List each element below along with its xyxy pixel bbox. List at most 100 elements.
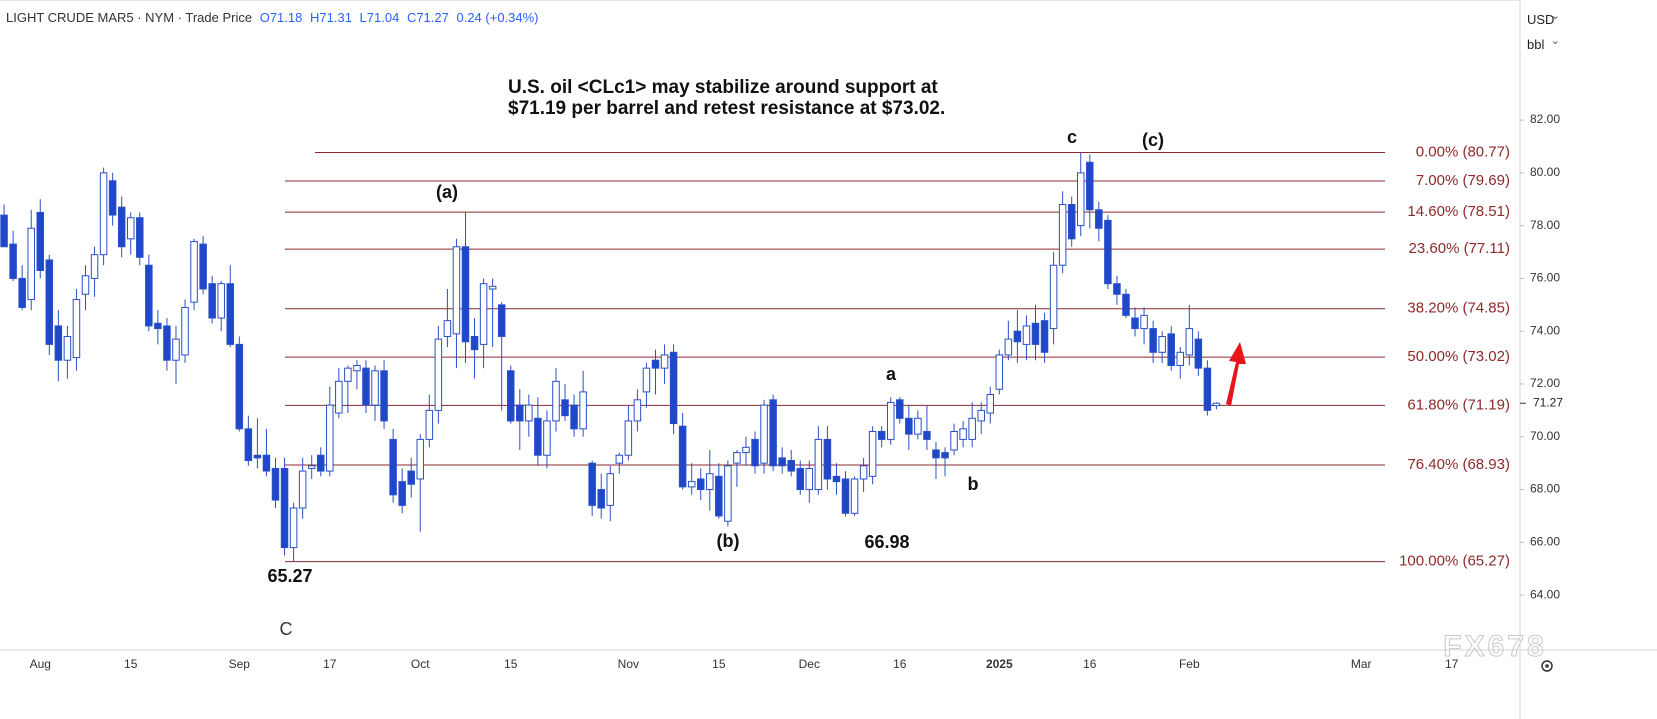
annotation: 65.27 [267, 566, 312, 586]
candle-body [253, 454, 262, 459]
candle-body [923, 430, 931, 440]
candle-body [226, 283, 235, 345]
unit-select[interactable]: bbl [1522, 30, 1566, 56]
annotation: (a) [436, 182, 458, 202]
candle-body [362, 367, 370, 406]
candle-body [425, 409, 434, 440]
candle-body [868, 430, 877, 477]
y-tick-label: 80.00 [1530, 165, 1560, 179]
candle-body [99, 172, 108, 256]
candle-body [407, 470, 415, 485]
candle-body [805, 467, 814, 491]
candle-body [769, 399, 777, 467]
high-legend: H71.31 [310, 10, 352, 25]
candle-body [271, 467, 280, 501]
candle-body [543, 420, 551, 456]
candle-body [316, 454, 325, 472]
candle-body [398, 481, 406, 506]
candle-body [145, 264, 153, 327]
candle-body [724, 465, 732, 522]
candle-body [742, 446, 750, 454]
candle-body [461, 246, 470, 343]
fib-label: 0.00% (80.77) [1416, 144, 1510, 161]
y-tick-label: 70.00 [1530, 429, 1560, 443]
annotation: c [1067, 127, 1077, 147]
candle-body [63, 335, 72, 361]
candle-body [1158, 335, 1166, 353]
candle-body [335, 380, 343, 414]
fib-label: 38.20% (74.85) [1407, 300, 1510, 317]
x-tick-label: Oct [411, 657, 430, 671]
y-tick-label: 66.00 [1530, 534, 1560, 548]
candle-body [235, 343, 244, 430]
candle-body [497, 304, 506, 337]
candle-body [1067, 204, 1076, 240]
annotation: (c) [1142, 130, 1164, 150]
x-tick-label: 15 [504, 657, 518, 671]
candle-body [1004, 338, 1013, 356]
candle-body [181, 306, 189, 356]
candle-body [126, 217, 135, 240]
y-tick-label: 76.00 [1530, 271, 1560, 285]
fib-label: 14.60% (78.51) [1407, 203, 1510, 220]
candle-body [506, 370, 515, 422]
candle-body [1022, 325, 1031, 345]
x-tick-label: Aug [30, 657, 51, 671]
candle-body [36, 211, 45, 272]
candle-body [615, 454, 624, 464]
candle-body [914, 417, 922, 435]
candle-body [371, 370, 379, 406]
candle-body [859, 465, 868, 480]
candle-body [651, 359, 660, 369]
candle-body [353, 365, 361, 372]
gear[interactable] [1541, 660, 1553, 672]
open-legend: O71.18 [259, 10, 303, 25]
candle-body [1176, 351, 1185, 367]
candle-body [154, 322, 162, 330]
candle-body [190, 240, 198, 303]
chart-title: $71.19 per barrel and retest resistance … [508, 98, 945, 119]
up-arrow [1226, 342, 1246, 406]
fib-label: 61.80% (71.19) [1407, 396, 1510, 413]
candle-body [326, 404, 334, 472]
x-tick-label: 15 [712, 657, 726, 671]
x-tick-label: 17 [1445, 657, 1459, 671]
candle-body [624, 420, 633, 456]
candle-body [1013, 330, 1022, 343]
settings-icon[interactable] [1541, 660, 1553, 672]
candle-body [905, 417, 913, 435]
candle-body [1167, 333, 1175, 367]
x-tick-label: Sep [229, 657, 251, 671]
candle-body [823, 438, 832, 480]
fib-label: 100.00% (65.27) [1399, 553, 1510, 570]
candle-body [525, 404, 533, 422]
candle-body [1185, 328, 1194, 356]
candle-body [633, 399, 642, 422]
candle-body [534, 417, 542, 456]
candle-body [995, 354, 1004, 390]
candle-body [886, 401, 895, 440]
currency-select[interactable]: USD [1522, 5, 1566, 31]
candle-body [479, 283, 488, 345]
symbol-legend: LIGHT CRUDE MAR5 · NYM · Trade Price O71… [6, 10, 539, 25]
candle-body [597, 489, 605, 509]
candle-body [488, 285, 497, 290]
candle-body [18, 277, 26, 308]
candle-body [389, 438, 397, 496]
candle-body [1031, 322, 1040, 345]
candle-body [606, 473, 615, 506]
candle-body [687, 481, 696, 488]
plot: 0.00% (80.77) 7.00% (79.69) 14.60% (78.51)… [0, 144, 1510, 570]
gear-center [1545, 664, 1549, 668]
candle-body [669, 351, 678, 425]
fib-label: 7.00% (79.69) [1416, 172, 1510, 189]
candle-body [1049, 264, 1058, 330]
x-tick-label: 15 [124, 657, 138, 671]
candle-body [877, 430, 886, 440]
candle-body [443, 320, 452, 337]
candle-body [90, 254, 99, 279]
candle-body [1122, 293, 1130, 316]
candle-body [72, 299, 81, 359]
candle-body [344, 367, 352, 382]
